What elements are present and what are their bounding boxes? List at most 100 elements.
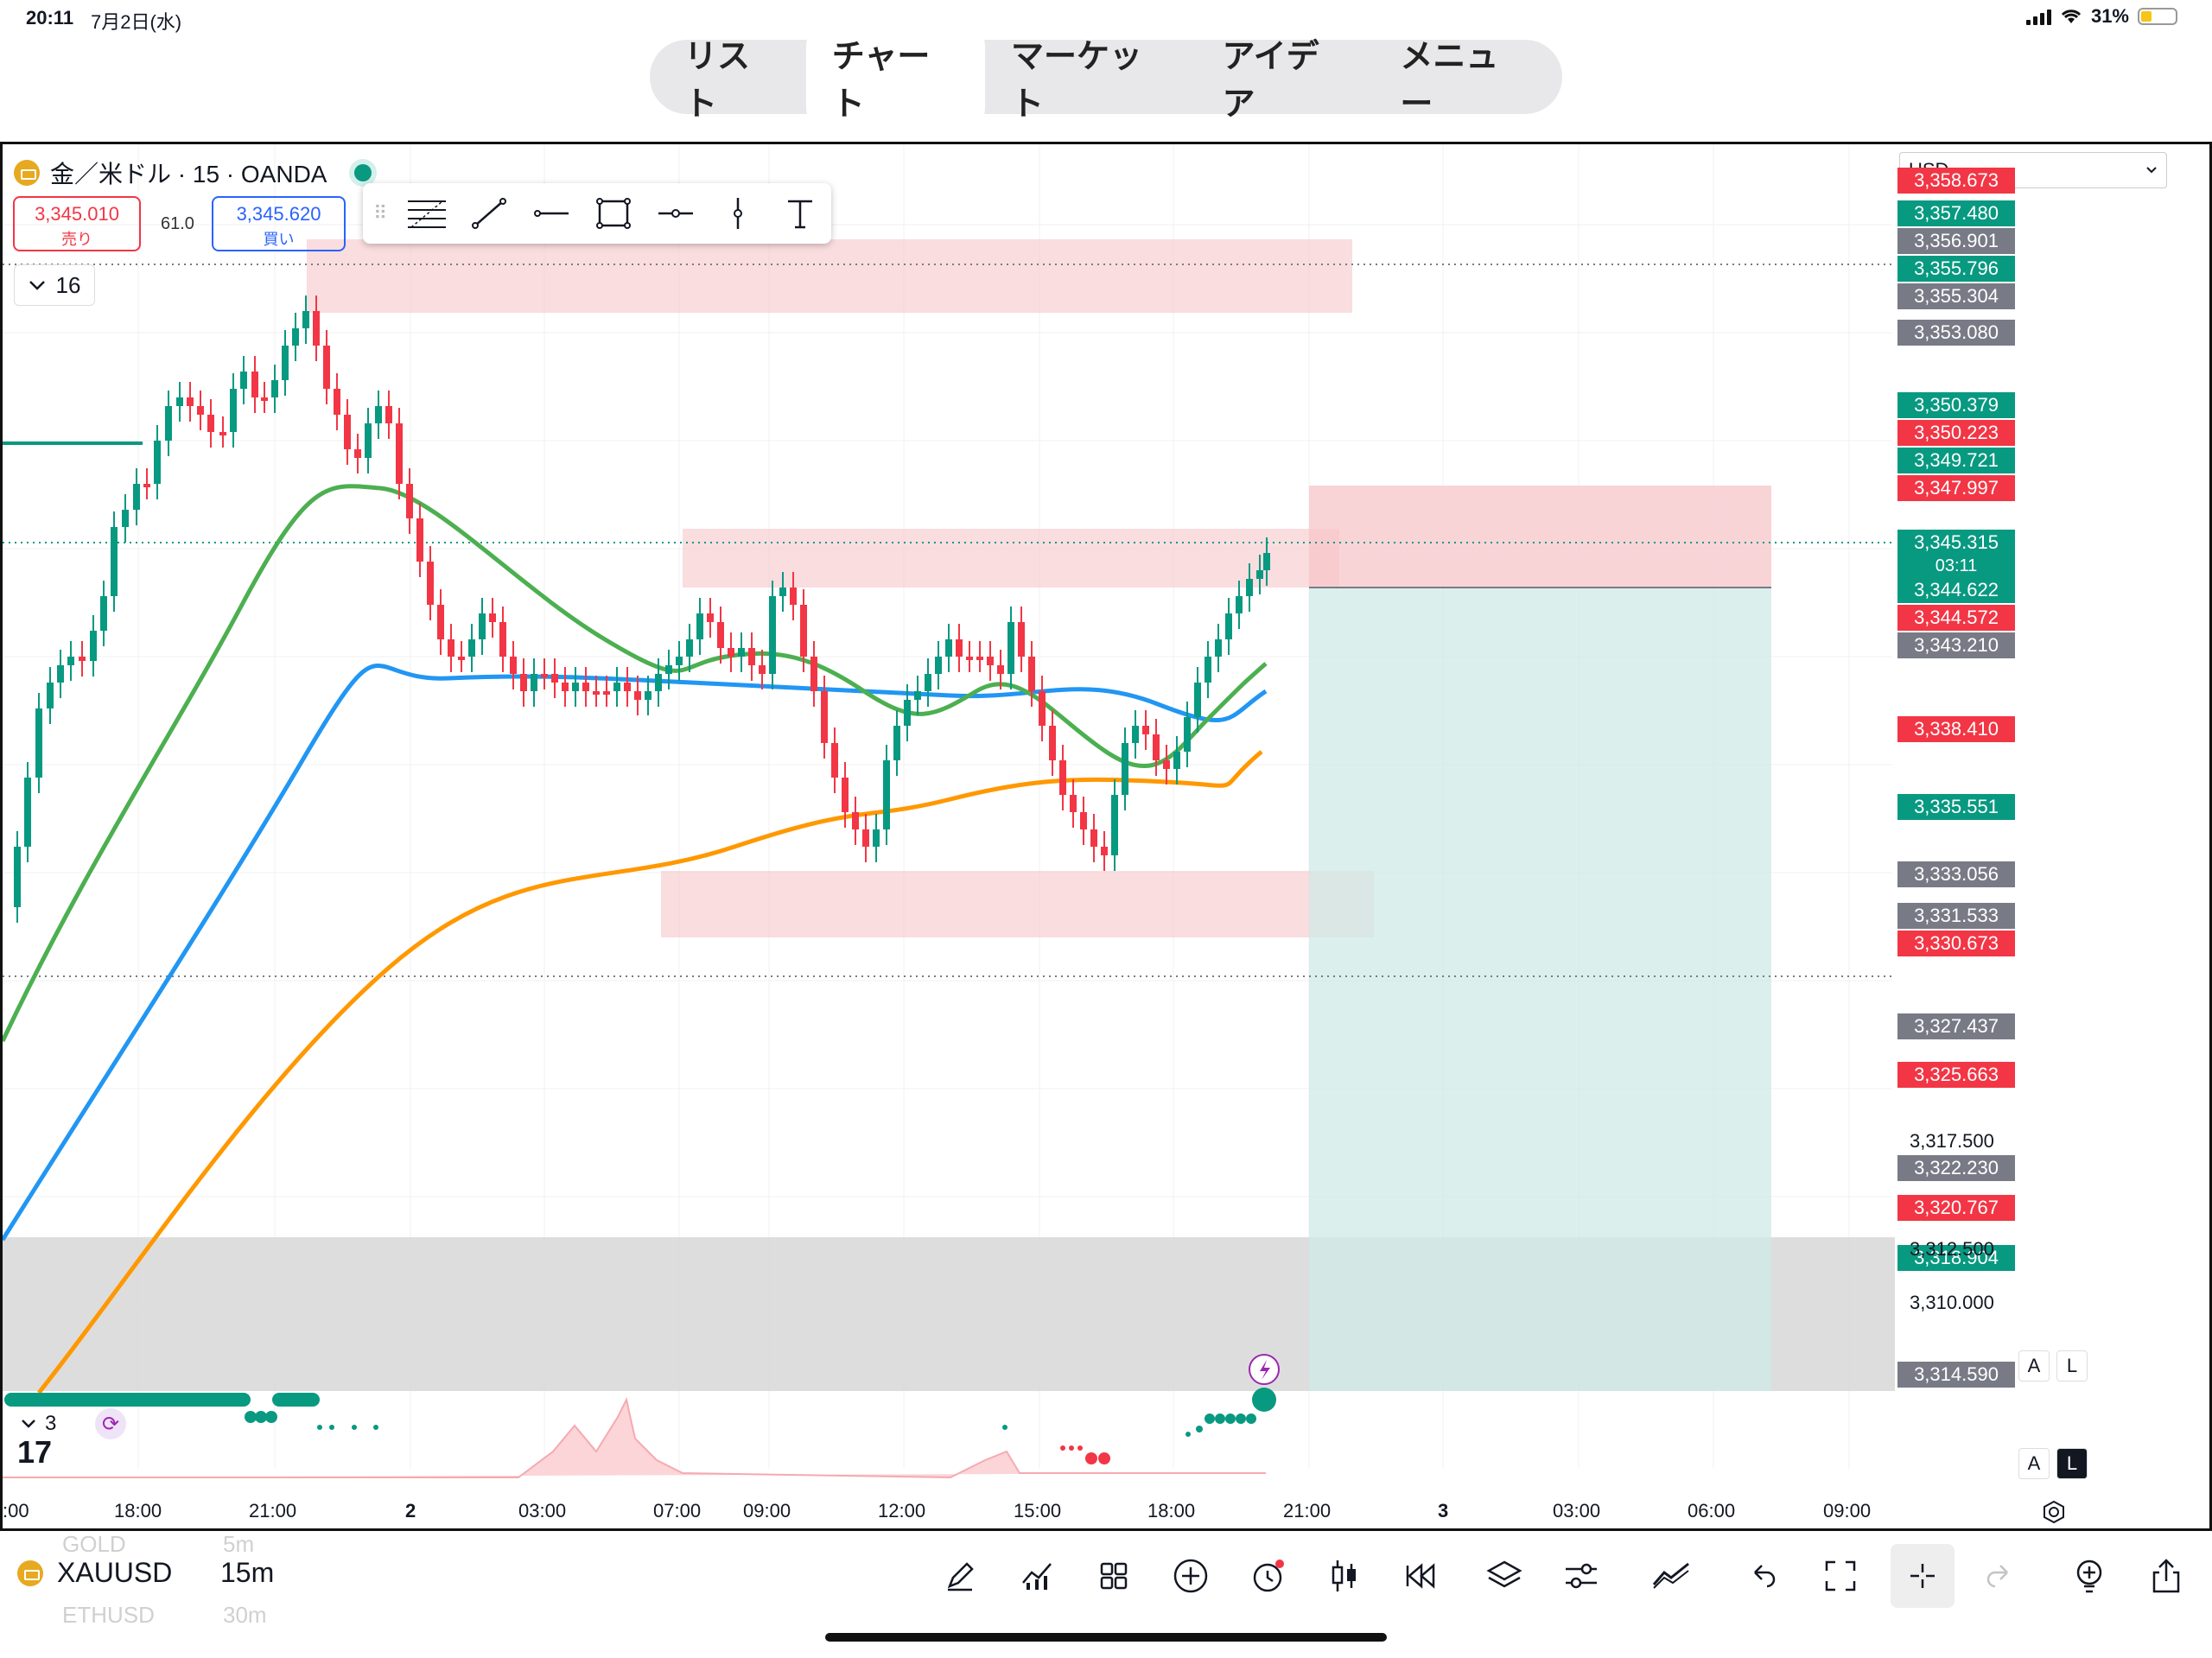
ma-mid-line	[3, 664, 1268, 1242]
candle-down	[582, 683, 589, 691]
ideas-icon[interactable]	[2063, 1550, 2115, 1602]
candle-down	[1142, 726, 1149, 734]
log-scale-button[interactable]: L	[2056, 1350, 2088, 1382]
candle-up	[133, 484, 140, 510]
tab-ideas[interactable]: アイデア	[1222, 39, 1319, 123]
price-tag: 3,357.480	[1897, 200, 2015, 226]
candle-down	[1163, 760, 1170, 769]
candle-up	[14, 847, 21, 907]
tab-market[interactable]: マーケット	[1011, 39, 1143, 123]
candle-up	[686, 639, 693, 657]
sub-pane-collapse-toggle[interactable]: 3	[14, 1407, 83, 1441]
drag-handle-icon[interactable]: ⠿	[373, 202, 388, 224]
refresh-icon[interactable]: ⟳	[95, 1408, 126, 1439]
candle-down	[728, 648, 734, 657]
candle-down	[956, 639, 963, 657]
symbol-selector[interactable]: XAUUSD	[17, 1557, 172, 1589]
candle-down	[261, 397, 268, 401]
price-scale-label: 3,312.500	[1910, 1238, 1994, 1260]
pane-log-scale-button[interactable]: L	[2056, 1448, 2088, 1479]
candle-up	[1132, 726, 1139, 743]
candle-down	[1080, 812, 1087, 829]
take-profit-zone	[1309, 588, 1771, 1391]
time-axis-label: 21:00	[249, 1500, 297, 1521]
share-icon[interactable]	[2140, 1550, 2192, 1602]
candle-down	[842, 778, 849, 812]
alert-icon[interactable]	[1242, 1550, 1294, 1602]
candle-down	[416, 518, 423, 562]
add-icon[interactable]	[1165, 1550, 1217, 1602]
candle-down	[427, 562, 434, 605]
fullscreen-icon[interactable]	[1815, 1550, 1866, 1602]
candle-down	[759, 665, 766, 674]
candle-up	[873, 829, 880, 847]
candle-down	[831, 743, 838, 778]
layouts-icon[interactable]	[1088, 1550, 1140, 1602]
buy-button[interactable]: 3,345.620 買い	[212, 196, 346, 251]
wifi-icon	[2061, 10, 2082, 23]
time-axis-settings-icon[interactable]	[2041, 1499, 2067, 1525]
sell-button[interactable]: 3,345.010 売り	[13, 196, 141, 251]
status-indicators: 31%	[2025, 5, 2177, 28]
tab-list[interactable]: リスト	[684, 39, 751, 123]
status-time: 20:11	[26, 7, 74, 29]
rectangle-icon	[596, 198, 631, 229]
candle-down	[385, 406, 392, 423]
candle-up	[111, 527, 118, 596]
settings-icon[interactable]	[1555, 1550, 1607, 1602]
replay-icon[interactable]	[1395, 1550, 1447, 1602]
auto-scale-button[interactable]: A	[2018, 1350, 2050, 1382]
candlestick-series	[14, 295, 1270, 923]
symbol-header[interactable]: 金／米ドル · 15 · OANDA	[14, 156, 372, 190]
chevron-down-icon	[2146, 167, 2157, 174]
trend-line-tool[interactable]	[458, 187, 520, 239]
sub-pane-count: 3	[45, 1412, 57, 1435]
tab-menu[interactable]: メニュー	[1400, 39, 1499, 123]
pane-auto-scale-button[interactable]: A	[2018, 1448, 2050, 1479]
gold-coin-icon	[14, 160, 40, 186]
candle-down	[489, 613, 496, 622]
candle-up	[925, 674, 931, 691]
price-tag: 3,353.080	[1897, 319, 2015, 346]
compare-icon[interactable]	[1645, 1550, 1697, 1602]
indicators-icon[interactable]	[1011, 1550, 1063, 1602]
candle-down	[448, 639, 454, 657]
price-chart[interactable]	[3, 144, 2209, 1528]
indicators-collapse-toggle[interactable]: 16	[14, 264, 95, 306]
candle-up	[100, 596, 107, 631]
horizontal-ray-tool[interactable]	[520, 187, 582, 239]
signal-dots	[4, 1388, 1276, 1437]
candle-up	[165, 406, 172, 441]
candle-up	[1205, 657, 1211, 683]
tab-chart[interactable]: チャート	[805, 17, 985, 137]
candle-down	[344, 415, 351, 449]
crosshair-icon[interactable]	[1891, 1544, 1955, 1608]
candle-down	[541, 674, 548, 677]
candle-down	[810, 657, 817, 691]
price-tag: 3,322.230	[1897, 1154, 2015, 1181]
candle-down	[800, 605, 807, 657]
candle-down	[1101, 847, 1108, 855]
redo-icon[interactable]	[1973, 1550, 2024, 1602]
fib-retracement-tool[interactable]	[396, 187, 458, 239]
candle-up	[24, 778, 31, 847]
text-tool[interactable]	[769, 187, 831, 239]
candle-down	[790, 588, 797, 605]
candle-down	[821, 691, 828, 743]
candle-down	[1153, 734, 1160, 760]
undo-icon[interactable]	[1738, 1550, 1789, 1602]
rectangle-tool[interactable]	[582, 187, 645, 239]
interval-selector[interactable]: 15m	[220, 1557, 275, 1588]
buy-price: 3,345.620	[236, 203, 321, 225]
candle-up	[240, 372, 247, 389]
price-tag: 3,327.437	[1897, 1013, 2015, 1040]
bar-style-icon[interactable]	[1319, 1550, 1370, 1602]
pen-icon[interactable]	[934, 1550, 986, 1602]
horizontal-line-tool[interactable]	[645, 187, 707, 239]
buy-label: 買い	[263, 231, 295, 248]
candle-down	[354, 449, 361, 458]
home-indicator	[825, 1633, 1387, 1642]
gold-coin-icon	[17, 1560, 43, 1586]
vertical-line-tool[interactable]	[707, 187, 769, 239]
layers-icon[interactable]	[1478, 1550, 1530, 1602]
